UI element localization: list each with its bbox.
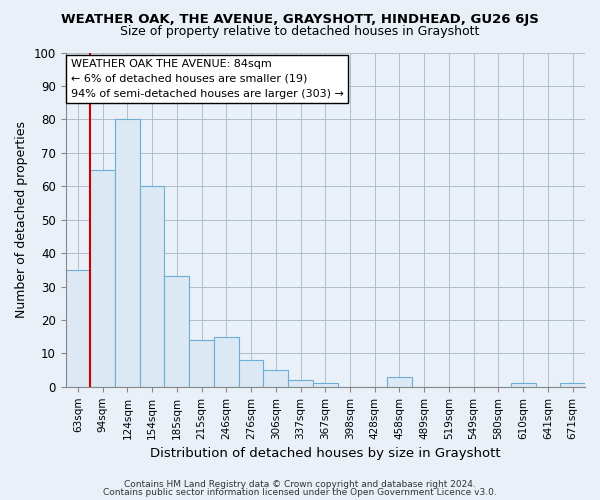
Bar	[189, 340, 214, 387]
Bar	[511, 384, 536, 387]
Bar	[288, 380, 313, 387]
Bar	[164, 276, 189, 387]
Bar	[140, 186, 164, 387]
X-axis label: Distribution of detached houses by size in Grayshott: Distribution of detached houses by size …	[150, 447, 500, 460]
Bar	[214, 336, 239, 387]
Bar	[90, 170, 115, 387]
Bar	[387, 377, 412, 387]
Y-axis label: Number of detached properties: Number of detached properties	[15, 121, 28, 318]
Text: Contains HM Land Registry data © Crown copyright and database right 2024.: Contains HM Land Registry data © Crown c…	[124, 480, 476, 489]
Bar	[560, 384, 585, 387]
Text: Size of property relative to detached houses in Grayshott: Size of property relative to detached ho…	[121, 25, 479, 38]
Bar	[115, 120, 140, 387]
Bar	[65, 270, 90, 387]
Bar	[239, 360, 263, 387]
Text: WEATHER OAK, THE AVENUE, GRAYSHOTT, HINDHEAD, GU26 6JS: WEATHER OAK, THE AVENUE, GRAYSHOTT, HIND…	[61, 12, 539, 26]
Bar	[313, 384, 338, 387]
Bar	[263, 370, 288, 387]
Text: WEATHER OAK THE AVENUE: 84sqm
← 6% of detached houses are smaller (19)
94% of se: WEATHER OAK THE AVENUE: 84sqm ← 6% of de…	[71, 59, 344, 99]
Text: Contains public sector information licensed under the Open Government Licence v3: Contains public sector information licen…	[103, 488, 497, 497]
